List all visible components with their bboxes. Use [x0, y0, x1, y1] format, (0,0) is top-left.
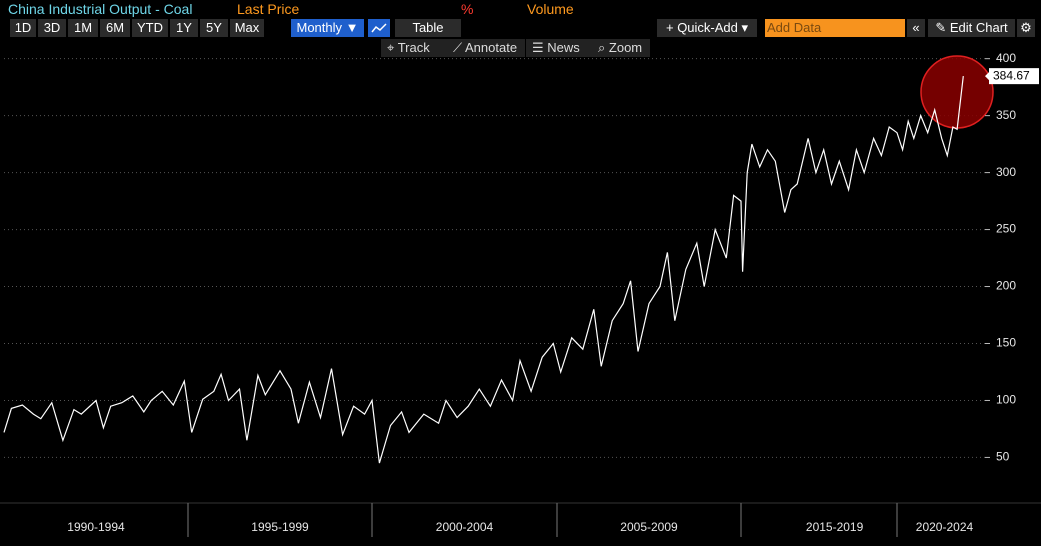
last-value-label: 384.67 — [993, 68, 1030, 82]
zoom-button[interactable]: ⌕ Zoom — [592, 39, 650, 57]
range-button[interactable]: 1D — [10, 19, 36, 37]
tool-label: Annotate — [465, 40, 518, 55]
y-tick-label: 300 — [996, 165, 1016, 179]
last-value-box — [989, 68, 1039, 85]
range-button[interactable]: 3D — [38, 19, 66, 37]
annotate-button[interactable]: ⟋ Annotate — [447, 39, 525, 57]
frequency-button[interactable]: Monthly ▼ — [291, 19, 364, 37]
edit-chart: Edit Chart — [949, 20, 1008, 35]
y-tick-label: 150 — [996, 336, 1016, 350]
x-tick-label: 2000-2004 — [436, 520, 494, 534]
y-tick-label: 100 — [996, 393, 1016, 407]
field[interactable]: Volume — [527, 1, 574, 17]
last-value-pointer — [985, 71, 990, 82]
y-tick-label: 200 — [996, 279, 1016, 293]
x-tick-label: 2020-2024 — [916, 520, 974, 534]
field[interactable]: Last Price — [237, 1, 300, 17]
range-button[interactable]: YTD — [132, 19, 168, 37]
y-tick-label: 350 — [996, 108, 1016, 122]
tool-label: Track — [397, 40, 430, 55]
series-line — [3, 76, 964, 464]
field[interactable]: % — [461, 1, 474, 17]
x-tick-label: 2005-2009 — [620, 520, 678, 534]
track-button[interactable]: ⌖ Track — [381, 39, 447, 57]
quick-add: Quick-Add — [677, 20, 738, 35]
icon — [371, 23, 387, 33]
y-tick-label: 250 — [996, 222, 1016, 236]
range-button[interactable]: 6M — [100, 19, 130, 37]
edit-chart-button[interactable]: ✎ Edit Chart — [928, 19, 1015, 37]
settings-button[interactable]: ⚙ — [1017, 19, 1035, 37]
frequency: Monthly — [296, 20, 343, 35]
table-button[interactable]: Table — [395, 19, 461, 37]
highlight-circle — [920, 55, 994, 129]
tool-label: News — [547, 40, 580, 55]
tool-label: Zoom — [608, 40, 643, 55]
collapse-button[interactable]: « — [907, 19, 925, 37]
x-tick-label: 2015-2019 — [806, 520, 864, 534]
x-tick-label: 1995-1999 — [251, 520, 309, 534]
range-button[interactable]: Max — [230, 19, 264, 37]
header: China Industrial Output - Coal Last Pric… — [0, 0, 1041, 18]
news-button[interactable]: ☰ News — [526, 39, 592, 57]
range-button[interactable]: 1M — [68, 19, 98, 37]
add-data-input[interactable]: Add Data — [765, 19, 905, 37]
range-button[interactable]: 5Y — [200, 19, 228, 37]
y-tick-label: 400 — [996, 51, 1016, 65]
security-title: China Industrial Output - Coal — [8, 1, 193, 17]
x-tick-label: 1990-1994 — [67, 520, 125, 534]
quick-add-button[interactable]: + Quick-Add ▾ — [657, 19, 757, 37]
range-button[interactable]: 1Y — [170, 19, 198, 37]
chart-icon[interactable] — [368, 19, 390, 37]
y-tick-label: 50 — [996, 450, 1010, 464]
